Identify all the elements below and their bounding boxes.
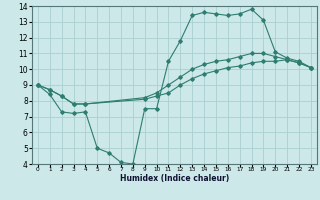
X-axis label: Humidex (Indice chaleur): Humidex (Indice chaleur) — [120, 174, 229, 183]
